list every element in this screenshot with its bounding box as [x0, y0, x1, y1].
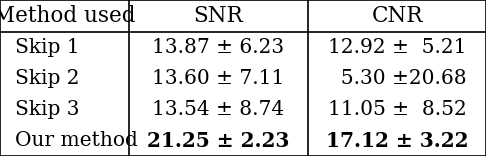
Text: 13.60 ± 7.11: 13.60 ± 7.11 [152, 69, 284, 88]
Text: Method used: Method used [0, 5, 136, 27]
Text: 12.92 ±  5.21: 12.92 ± 5.21 [328, 38, 466, 57]
Text: CNR: CNR [371, 5, 423, 27]
Text: Skip 2: Skip 2 [15, 69, 79, 88]
Text: 13.54 ± 8.74: 13.54 ± 8.74 [152, 100, 284, 119]
Text: Our method: Our method [15, 131, 138, 150]
Text: 17.12 ± 3.22: 17.12 ± 3.22 [326, 131, 469, 151]
Text: 13.87 ± 6.23: 13.87 ± 6.23 [152, 38, 284, 57]
Text: 21.25 ± 2.23: 21.25 ± 2.23 [147, 131, 289, 151]
Text: SNR: SNR [193, 5, 243, 27]
Text: 5.30 ±20.68: 5.30 ±20.68 [328, 69, 467, 88]
Text: Skip 3: Skip 3 [15, 100, 79, 119]
Text: 11.05 ±  8.52: 11.05 ± 8.52 [328, 100, 467, 119]
Text: Skip 1: Skip 1 [15, 38, 79, 57]
